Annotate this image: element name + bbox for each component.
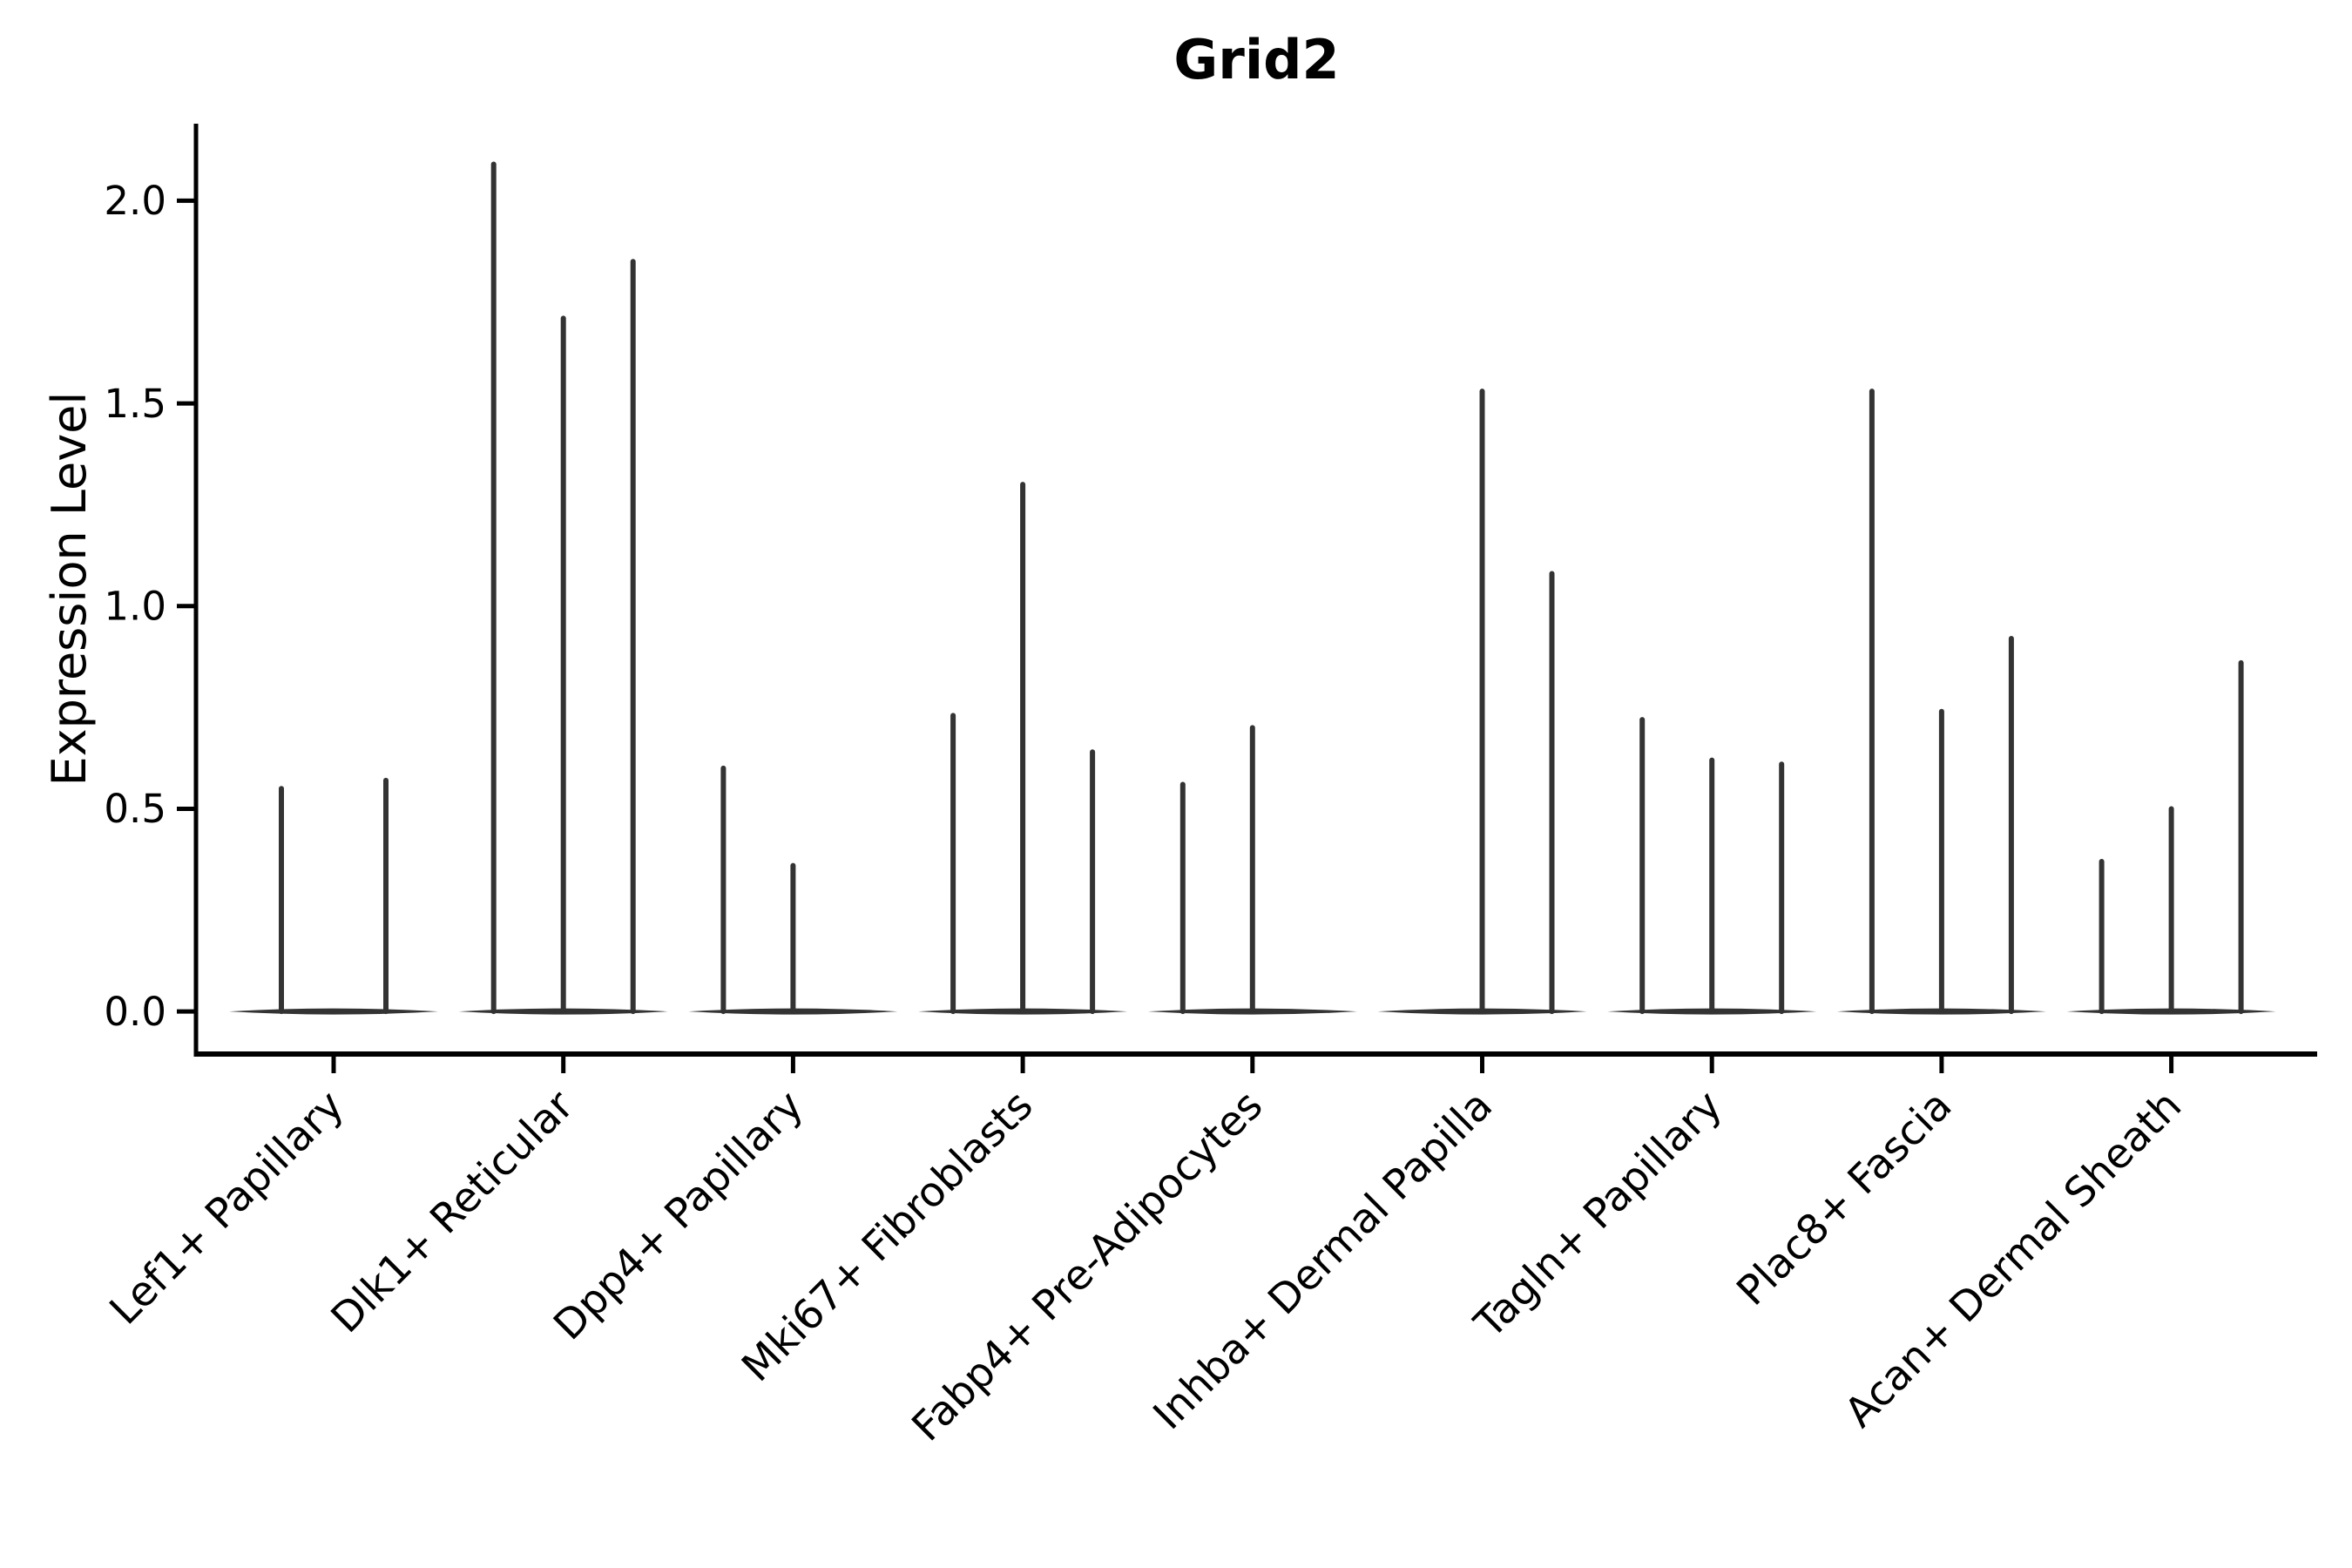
x-tick-label: Tagln+ Papillary (1465, 1082, 1732, 1348)
x-tick-label: Dlk1+ Reticular (322, 1081, 584, 1342)
x-tick-label: Lef1+ Papillary (101, 1082, 354, 1335)
x-tick-label: Dpp4+ Papillary (544, 1082, 813, 1350)
y-tick-label: 1.5 (104, 381, 166, 427)
y-tick-label: 0.0 (104, 989, 166, 1035)
y-tick-label: 2.0 (104, 178, 166, 224)
chart-title: Grid2 (1173, 28, 1340, 91)
violin-baseline (229, 1008, 438, 1015)
y-tick-label: 0.5 (104, 786, 166, 832)
y-tick-label: 1.0 (104, 584, 166, 630)
x-tick-label: Plac8+ Fascia (1727, 1082, 1961, 1315)
